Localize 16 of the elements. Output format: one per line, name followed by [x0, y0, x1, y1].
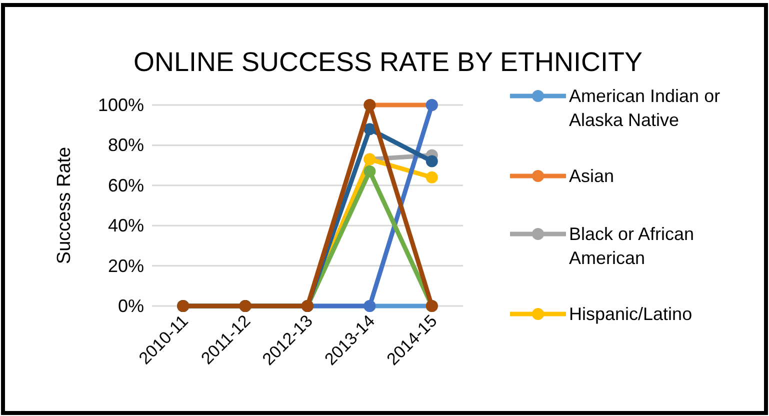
legend-label: Hispanic/Latino	[569, 304, 692, 324]
point	[364, 165, 376, 178]
point	[426, 171, 438, 184]
y-axis-title: Success Rate	[54, 146, 75, 264]
legend-label: Asian	[569, 166, 614, 186]
y-tick-label: 100%	[98, 95, 144, 115]
legend-label: American Indian or Alaska Native	[569, 86, 720, 130]
y-tick-label: 40%	[108, 216, 144, 236]
y-tick-label: 80%	[108, 135, 144, 156]
y-tick-label: 60%	[108, 175, 144, 196]
y-tick-label: 0%	[118, 296, 144, 316]
point	[426, 155, 438, 168]
legend-label: Black or African American	[569, 224, 694, 268]
point	[364, 123, 376, 136]
chart-title: ONLINE SUCCESS RATE BY ETHNICITY	[133, 47, 643, 77]
y-tick-label: 20%	[108, 256, 144, 276]
